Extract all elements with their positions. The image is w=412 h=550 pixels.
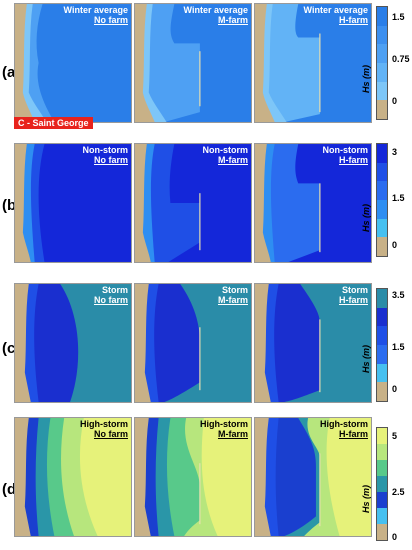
panel-title: Non-storm M-farm: [202, 145, 249, 165]
map-panel-d3: High-storm H-farm: [254, 417, 372, 537]
map-panel-b1: Non-storm No farm: [14, 143, 132, 263]
colorbar-segment: [377, 289, 387, 308]
colorbar-segment: [377, 218, 387, 238]
colorbar-segment: [377, 524, 387, 540]
colorbar-segment: [377, 144, 387, 163]
colorbar-tick: 0: [392, 384, 398, 394]
colorbar-segment: [377, 62, 387, 82]
colorbar-unit: Hs (m): [361, 344, 372, 374]
hs-map: [255, 144, 371, 262]
colorbar-segment: [377, 181, 387, 200]
map-panel-b3: Non-storm H-farm: [254, 143, 372, 263]
panel-title: Storm M-farm: [217, 285, 248, 305]
colorbar-segment: [377, 344, 387, 364]
panel-title: Winter average M-farm: [183, 5, 248, 25]
colorbar-segment: [377, 476, 387, 492]
colorbar-tick: 2.5: [392, 487, 405, 497]
colorbar-segment: [377, 428, 387, 444]
colorbar-segment: [377, 7, 387, 26]
map-panel-d1: High-storm No farm: [14, 417, 132, 537]
colorbar-tick: 1.5: [392, 342, 405, 352]
hs-map: [255, 284, 371, 402]
hs-map: [135, 284, 251, 402]
hs-map: [15, 144, 131, 262]
hs-map: [255, 418, 371, 536]
map-panel-c3: Storm H-farm: [254, 283, 372, 403]
colorbar-segment: [377, 237, 387, 256]
colorbar-segment: [377, 307, 387, 327]
location-badge: C - Saint George: [14, 117, 93, 129]
panel-title: High-storm M-farm: [200, 419, 248, 439]
map-panel-a2: Winter average M-farm: [134, 3, 252, 123]
panel-title: Non-storm No farm: [82, 145, 129, 165]
colorbar-c: [376, 288, 388, 402]
colorbar-tick: 1.5: [392, 193, 405, 203]
colorbar-tick: 1.5: [392, 12, 405, 22]
colorbar-segment: [377, 25, 387, 45]
hs-map: [255, 4, 371, 122]
colorbar-b: [376, 143, 388, 257]
colorbar-tick: 0: [392, 532, 398, 542]
panel-title: Non-storm H-farm: [322, 145, 369, 165]
colorbar-segment: [377, 44, 387, 63]
colorbar-tick: 0: [392, 240, 398, 250]
panel-title: Storm H-farm: [338, 285, 368, 305]
colorbar-segment: [377, 382, 387, 401]
colorbar-a: [376, 6, 388, 120]
colorbar-segment: [377, 100, 387, 119]
hs-map: [15, 284, 131, 402]
map-panel-c2: Storm M-farm: [134, 283, 252, 403]
panel-title: High-storm H-farm: [320, 419, 368, 439]
colorbar-segment: [377, 326, 387, 345]
colorbar-unit: Hs (m): [361, 64, 372, 94]
colorbar-tick: 3.5: [392, 290, 405, 300]
map-panel-b2: Non-storm M-farm: [134, 143, 252, 263]
colorbar-segment: [377, 444, 387, 460]
panel-title: High-storm No farm: [80, 419, 128, 439]
colorbar-unit: Hs (m): [361, 203, 372, 233]
colorbar-d: [376, 427, 388, 541]
hs-map: [15, 418, 131, 536]
panel-title: Storm No farm: [93, 285, 128, 305]
colorbar-segment: [377, 460, 387, 476]
colorbar-tick: 5: [392, 431, 398, 441]
map-panel-a1: Winter average No farm: [14, 3, 132, 123]
colorbar-tick: 0: [392, 96, 398, 106]
colorbar-unit: Hs (m): [361, 484, 372, 514]
hs-map: [135, 144, 251, 262]
hs-map: [135, 4, 251, 122]
hs-map: [135, 418, 251, 536]
colorbar-tick: 3: [392, 147, 398, 157]
hs-map: [15, 4, 131, 122]
map-panel-a3: Winter average H-farm: [254, 3, 372, 123]
colorbar-segment: [377, 162, 387, 182]
map-panel-d2: High-storm M-farm: [134, 417, 252, 537]
colorbar-segment: [377, 508, 387, 524]
colorbar-tick: 0.75: [392, 54, 410, 64]
colorbar-segment: [377, 199, 387, 219]
colorbar-segment: [377, 492, 387, 508]
colorbar-segment: [377, 81, 387, 101]
panel-title: Winter average No farm: [63, 5, 128, 25]
map-panel-c1: Storm No farm: [14, 283, 132, 403]
colorbar-segment: [377, 363, 387, 383]
panel-title: Winter average H-farm: [303, 5, 368, 25]
